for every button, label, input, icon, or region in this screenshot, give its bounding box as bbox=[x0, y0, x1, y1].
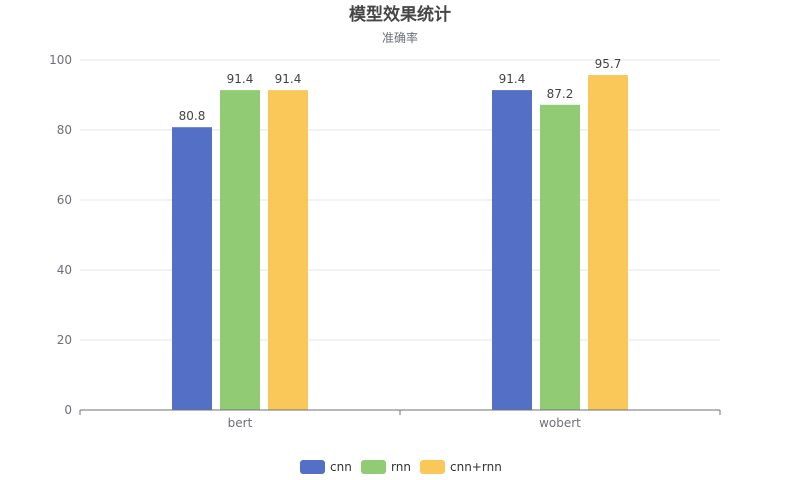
legend-label: cnn+rnn bbox=[450, 460, 502, 474]
x-tick-label: bert bbox=[228, 416, 253, 430]
data-label: 87.2 bbox=[547, 87, 574, 101]
y-tick-label: 80 bbox=[57, 123, 72, 137]
bar-cnn-bert[interactable] bbox=[172, 127, 212, 410]
chart-subtitle: 准确率 bbox=[382, 30, 418, 45]
y-tick-label: 40 bbox=[57, 263, 72, 277]
x-axis: bert wobert bbox=[79, 409, 721, 430]
y-axis: 0 20 40 60 80 100 bbox=[49, 53, 72, 417]
bar-cnn-wobert[interactable] bbox=[492, 90, 532, 410]
bar-rnn-wobert[interactable] bbox=[540, 104, 580, 411]
legend-label: rnn bbox=[391, 460, 411, 474]
data-label: 91.4 bbox=[227, 72, 254, 86]
bars: 80.8 91.4 91.4 91.4 87.2 95.7 bbox=[172, 57, 628, 411]
legend-item-cnn[interactable]: cnn bbox=[300, 460, 352, 474]
data-label: 95.7 bbox=[595, 57, 622, 71]
legend-item-rnn[interactable]: rnn bbox=[361, 460, 411, 474]
legend: cnn rnn cnn+rnn bbox=[300, 460, 502, 474]
data-label: 91.4 bbox=[275, 72, 302, 86]
bar-cnn+rnn-bert[interactable] bbox=[268, 90, 308, 410]
legend-item-cnn+rnn[interactable]: cnn+rnn bbox=[420, 460, 502, 474]
legend-swatch bbox=[300, 460, 325, 474]
y-tick-label: 20 bbox=[57, 333, 72, 347]
data-label: 80.8 bbox=[179, 109, 206, 123]
legend-swatch bbox=[420, 460, 445, 474]
bar-cnn+rnn-wobert[interactable] bbox=[588, 75, 628, 411]
y-tick-label: 100 bbox=[49, 53, 72, 67]
data-label: 91.4 bbox=[499, 72, 526, 86]
legend-label: cnn bbox=[330, 460, 352, 474]
legend-swatch bbox=[361, 460, 386, 474]
chart-title: 模型效果统计 bbox=[349, 4, 451, 25]
y-tick-label: 0 bbox=[64, 403, 72, 417]
x-tick-label: wobert bbox=[539, 416, 581, 430]
bar-rnn-bert[interactable] bbox=[220, 90, 260, 410]
y-tick-label: 60 bbox=[57, 193, 72, 207]
